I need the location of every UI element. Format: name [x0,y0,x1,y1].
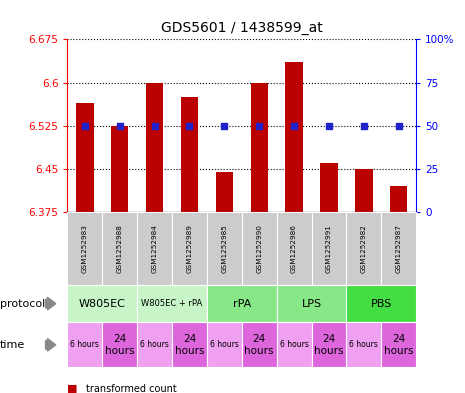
Text: GSM1252986: GSM1252986 [291,224,297,273]
Text: 24
hours: 24 hours [105,334,134,356]
Text: time: time [0,340,25,350]
Point [360,123,367,129]
Bar [216,172,233,212]
Text: GSM1252989: GSM1252989 [186,224,193,273]
Bar [251,83,268,212]
Point [395,123,402,129]
Point [290,123,298,129]
Title: GDS5601 / 1438599_at: GDS5601 / 1438599_at [161,22,323,35]
Bar [146,83,163,212]
Text: GSM1252991: GSM1252991 [326,224,332,273]
Point [81,123,88,129]
Text: 6 hours: 6 hours [70,340,100,349]
Text: GSM1252987: GSM1252987 [396,224,402,273]
Point [151,123,158,129]
Text: W805EC + rPA: W805EC + rPA [141,299,203,308]
Bar [320,163,338,212]
Text: GSM1252990: GSM1252990 [256,224,262,273]
Point [186,123,193,129]
Bar [390,186,407,212]
Text: GSM1252985: GSM1252985 [221,224,227,273]
Point [326,123,333,129]
Text: LPS: LPS [301,299,322,309]
Bar [76,103,93,212]
Text: 24
hours: 24 hours [175,334,204,356]
Point [116,123,123,129]
Text: PBS: PBS [371,299,392,309]
Text: 24
hours: 24 hours [384,334,413,356]
Text: 6 hours: 6 hours [210,340,239,349]
Text: 6 hours: 6 hours [349,340,379,349]
Bar [111,126,128,212]
Text: 6 hours: 6 hours [140,340,169,349]
Bar [286,62,303,212]
Text: GSM1252982: GSM1252982 [361,224,367,273]
Text: rPA: rPA [232,299,251,309]
Bar [181,97,198,212]
Text: ■: ■ [67,384,78,393]
Text: W805EC: W805EC [79,299,126,309]
Text: protocol: protocol [0,299,45,309]
Bar [355,169,372,212]
Text: transformed count: transformed count [86,384,177,393]
Text: 6 hours: 6 hours [279,340,309,349]
Text: 24
hours: 24 hours [314,334,344,356]
Text: GSM1252983: GSM1252983 [82,224,88,273]
Text: 24
hours: 24 hours [245,334,274,356]
Text: GSM1252984: GSM1252984 [152,224,158,273]
Point [220,123,228,129]
Point [255,123,263,129]
Text: GSM1252988: GSM1252988 [117,224,123,273]
